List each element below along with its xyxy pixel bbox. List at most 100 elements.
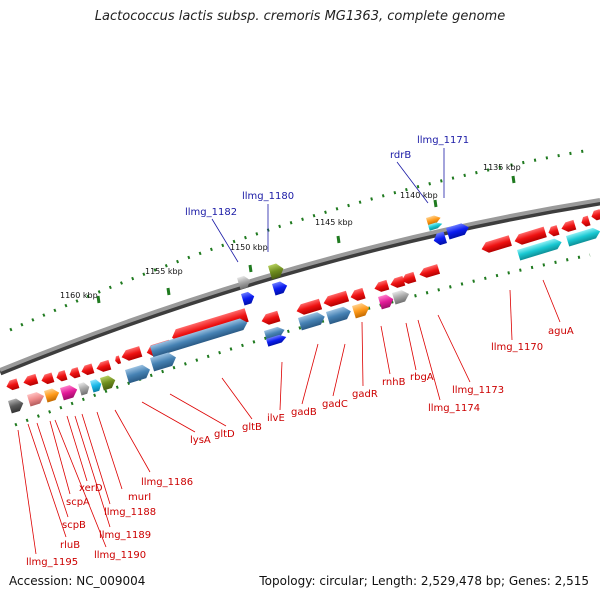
label-leader-line [66, 415, 88, 482]
label-leader-line [96, 411, 123, 490]
gene-feature [591, 209, 600, 221]
accession-text: Accession: NC_009004 [9, 574, 146, 588]
gene-feature [150, 352, 176, 372]
gene-label-gadr: gadR [352, 389, 378, 400]
label-leader-line [81, 413, 111, 505]
gene-feature [56, 370, 68, 382]
gene-feature [350, 287, 366, 301]
genome-backbone [0, 198, 600, 372]
label-leader-line [221, 377, 253, 420]
gene-label-gltb: gltB [242, 422, 262, 433]
major-tick [96, 295, 101, 304]
map-title: Lactococcus lactis subsp. cremoris MG136… [94, 9, 506, 24]
kbp-label: 1155 kbp [145, 267, 183, 276]
gene-feature [426, 215, 441, 226]
major-tick [511, 175, 516, 184]
gene-feature [60, 385, 78, 401]
label-leader-line [49, 420, 71, 495]
gene-label-llmg-1170: llmg_1170 [491, 342, 543, 353]
gene-feature [352, 303, 370, 319]
major-tick [433, 199, 438, 208]
label-leader-line [405, 322, 417, 371]
gene-feature [27, 392, 45, 407]
gene-label-llmg-1180: llmg_1180 [242, 191, 294, 202]
inner-tick-ring [14, 253, 591, 427]
gene-label-llmg-1189: llmg_1189 [99, 530, 151, 541]
label-leader-line [169, 393, 227, 427]
major-tick [166, 287, 171, 296]
gene-feature [8, 398, 24, 414]
gene-feature [514, 226, 547, 245]
kbp-label: 1145 kbp [315, 218, 353, 227]
gene-feature [446, 223, 469, 240]
gene-label-gadb: gadB [291, 407, 317, 418]
gene-feature [392, 290, 410, 305]
label-leader-line [542, 279, 561, 323]
major-ticks [96, 175, 516, 304]
gene-label-llmg-1186: llmg_1186 [141, 477, 193, 488]
gene-label-gadc: gadC [322, 399, 348, 410]
gene-feature [326, 306, 351, 325]
gene-feature [23, 373, 39, 386]
label-leader-line [141, 401, 196, 433]
kbp-labels: 1160 kbp 1155 kbp 1150 kbp 1145 kbp 1140 kbp… [60, 163, 521, 300]
major-tick [248, 264, 253, 273]
gene-label-rbga: rbgA [410, 372, 434, 383]
label-leader-line [396, 161, 429, 204]
gene-label-llmg-1174: llmg_1174 [428, 403, 480, 414]
gene-feature [90, 379, 102, 393]
gene-label-xerd: xerD [79, 483, 103, 494]
gene-feature [433, 231, 447, 246]
gene-label-llmg-1195: llmg_1195 [26, 557, 78, 568]
label-leader-line [361, 321, 364, 387]
gene-label-gltd: gltD [214, 429, 235, 440]
gene-feature [241, 291, 255, 306]
gene-feature [44, 388, 60, 403]
gene-feature [150, 318, 248, 358]
kbp-label: 1140 kbp [400, 191, 438, 200]
gene-feature [561, 219, 577, 232]
label-leader-line [36, 422, 69, 518]
gene-label-scpb: scpB [62, 520, 86, 531]
gene-feature [121, 346, 143, 361]
gene-feature [566, 227, 600, 247]
gene-feature [69, 367, 81, 379]
gene-label-ilve: ilvE [267, 413, 285, 424]
label-leader-line [509, 289, 513, 341]
gene-features [6, 209, 600, 414]
gene-label-llmg-1171: llmg_1171 [417, 135, 469, 146]
kbp-label: 1150 kbp [230, 243, 268, 252]
label-leader-line [380, 325, 391, 375]
label-leader-line [211, 218, 239, 263]
gene-label-rlub: rluB [60, 540, 80, 551]
label-leader-line [27, 423, 67, 538]
kbp-label: 1135 kbp [483, 163, 521, 172]
label-leader-line [54, 419, 107, 548]
gene-label-llmg-1173: llmg_1173 [452, 385, 504, 396]
label-leader-line [301, 343, 319, 405]
gene-feature [81, 363, 95, 376]
gene-labels: llmg_1171 rdrB llmg_1180 llmg_1182 aguA llmg_… [26, 135, 574, 568]
kbp-label: 1160 kbp [60, 291, 98, 300]
gene-feature [78, 382, 90, 396]
gene-feature [272, 281, 288, 296]
gene-feature [581, 215, 591, 227]
gene-feature [268, 263, 284, 280]
gene-feature [6, 378, 20, 391]
gene-feature [481, 235, 512, 253]
gene-label-muri: murI [128, 492, 151, 503]
gene-feature [115, 355, 122, 365]
label-leader-line [417, 319, 441, 401]
label-leader-line [17, 429, 37, 555]
gene-feature [401, 271, 417, 284]
gene-label-lysa: lysA [190, 435, 211, 446]
gene-feature [323, 290, 350, 307]
label-leader-line [437, 314, 471, 383]
gene-feature [261, 310, 281, 325]
gene-label-llmg-1188: llmg_1188 [104, 507, 156, 518]
gene-feature [428, 222, 443, 231]
gene-feature [378, 294, 394, 310]
gene-feature [125, 364, 150, 384]
gene-label-rdrb: rdrB [390, 150, 411, 161]
